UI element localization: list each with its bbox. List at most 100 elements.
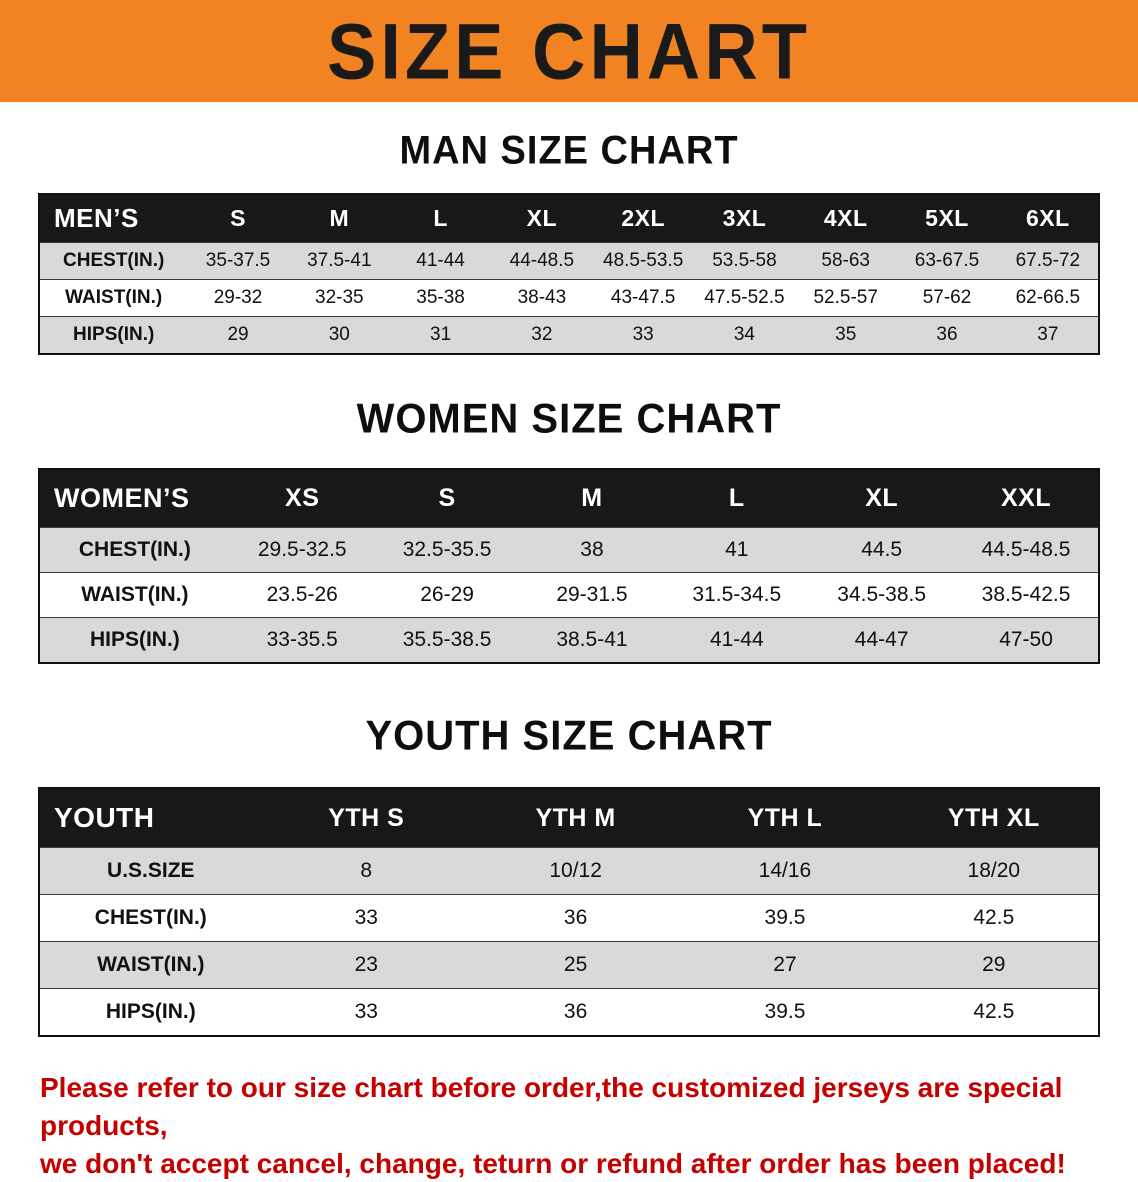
row-label: HIPS(IN.) <box>73 324 155 345</box>
size-column-header: 2XL <box>592 194 694 243</box>
size-value-cell: 32.5-35.5 <box>402 538 492 561</box>
size-value-cell: 44-48.5 <box>509 250 575 271</box>
size-value-cell: 10/12 <box>549 859 602 882</box>
women-size-table-container: WOMEN’S XS S M L XL XXL CHEST(IN.) 29.5-32.5 32.5… <box>38 468 1100 664</box>
disclaimer-line-2: we don't accept cancel, change, teturn o… <box>40 1147 1066 1179</box>
youth-size-table-container: YOUTH YTH S YTH M YTH L YTH XL U.S.SIZE 8 10/12… <box>38 787 1100 1037</box>
size-column-header: L <box>664 469 810 528</box>
size-value-cell: 35-37.5 <box>205 250 271 271</box>
size-value-cell: 35.5-38.5 <box>402 628 492 651</box>
table-group-label: YOUTH <box>39 788 262 848</box>
man-size-table-container: MEN’S S M L XL 2XL 3XL 4XL 5XL 6XL CHEST(IN.) 35-37… <box>38 193 1100 355</box>
size-value-cell: 34 <box>733 324 755 345</box>
size-value-cell: 33 <box>354 906 378 929</box>
size-value-cell: 52.5-57 <box>813 287 878 308</box>
size-column-header: L <box>389 194 492 243</box>
size-value-cell: 29-32 <box>213 287 263 308</box>
table-row: CHEST(IN.) 33 36 39.5 42.5 <box>39 894 1099 942</box>
size-value-cell: 44-47 <box>854 628 909 651</box>
size-value-cell: 27 <box>773 953 797 976</box>
size-value-cell: 35-38 <box>416 287 465 308</box>
table-row: WAIST(IN.) 29-32 32-35 35-38 38-43 43-47.5 47.… <box>39 279 1099 317</box>
size-value-cell: 63-67.5 <box>914 250 980 271</box>
size-value-cell: 29.5-32.5 <box>257 538 347 561</box>
man-size-chart-table: MEN’S S M L XL 2XL 3XL 4XL 5XL 6XL CHEST(IN.) 35-37… <box>38 193 1100 355</box>
size-column-header: S <box>187 194 289 243</box>
size-value-cell: 33-35.5 <box>266 628 338 651</box>
size-column-header: 6XL <box>997 194 1099 243</box>
size-value-cell: 62-66.5 <box>1015 287 1081 308</box>
size-value-cell: 33 <box>354 1000 378 1023</box>
size-value-cell: 38.5-42.5 <box>981 583 1071 606</box>
size-value-cell: 32-35 <box>315 287 364 308</box>
size-value-cell: 29-31.5 <box>556 583 628 606</box>
row-label: WAIST(IN.) <box>81 583 189 606</box>
size-value-cell: 37 <box>1037 324 1059 345</box>
size-value-cell: 41-44 <box>416 250 465 271</box>
size-column-header: 3XL <box>693 194 796 243</box>
size-value-cell: 29 <box>982 953 1006 976</box>
youth-size-chart-section: YOUTH SIZE CHART YOUTH YTH S YTH M YTH L YTH… <box>0 712 1138 1037</box>
women-size-chart-title: WOMEN SIZE CHART <box>356 395 782 443</box>
row-label: WAIST(IN.) <box>65 287 163 308</box>
header-row: MEN’S S M L XL 2XL 3XL 4XL 5XL 6XL <box>39 194 1099 243</box>
size-value-cell: 31 <box>430 324 452 345</box>
youth-size-chart-table: YOUTH YTH S YTH M YTH L YTH XL U.S.SIZE 8 10/12… <box>38 787 1100 1037</box>
size-value-cell: 67.5-72 <box>1015 250 1081 271</box>
size-column-header: XS <box>229 469 375 528</box>
size-value-cell: 58-63 <box>821 250 871 271</box>
size-value-cell: 53.5-58 <box>712 250 777 271</box>
size-value-cell: 23 <box>354 953 378 976</box>
banner: SIZE CHART <box>0 0 1138 102</box>
disclaimer-line-1: Please refer to our size chart before or… <box>40 1072 1063 1141</box>
size-value-cell: 29 <box>227 324 249 345</box>
size-value-cell: 44.5 <box>861 538 903 561</box>
row-label: U.S.SIZE <box>107 859 195 882</box>
size-value-cell: 36 <box>563 906 588 929</box>
disclaimer: Please refer to our size chart before or… <box>40 1069 1118 1182</box>
youth-size-chart-title: YOUTH SIZE CHART <box>365 712 773 760</box>
size-column-header: YTH XL <box>889 788 1099 848</box>
size-value-cell: 41 <box>725 538 749 561</box>
table-group-label: WOMEN’S <box>39 469 230 528</box>
size-value-cell: 43-47.5 <box>610 287 676 308</box>
size-value-cell: 39.5 <box>764 906 806 929</box>
size-column-header: XXL <box>954 469 1099 528</box>
table-row: HIPS(IN.) 33 36 39.5 42.5 <box>39 988 1099 1037</box>
table-row: CHEST(IN.) 35-37.5 37.5-41 41-44 44-48.5 48.5… <box>39 242 1099 280</box>
size-column-header: 4XL <box>795 194 897 243</box>
size-value-cell: 14/16 <box>758 859 812 882</box>
size-value-cell: 37.5-41 <box>307 250 372 271</box>
size-value-cell: 32 <box>531 324 553 345</box>
size-column-header: YTH S <box>261 788 471 848</box>
table-group-label: MEN’S <box>39 194 188 243</box>
size-value-cell: 38.5-41 <box>556 628 628 651</box>
table-row: WAIST(IN.) 23 25 27 29 <box>39 941 1099 989</box>
women-size-chart-table: WOMEN’S XS S M L XL XXL CHEST(IN.) 29.5-32.5 32.5… <box>38 468 1100 664</box>
size-value-cell: 26-29 <box>420 583 474 606</box>
row-label: HIPS(IN.) <box>89 628 180 651</box>
header-row: YOUTH YTH S YTH M YTH L YTH XL <box>39 788 1099 848</box>
size-value-cell: 33 <box>632 324 654 345</box>
size-value-cell: 42.5 <box>973 1000 1015 1023</box>
man-size-chart-section: MAN SIZE CHART MEN’S S M L XL 2XL 3XL 4XL 5XL 6XL… <box>0 128 1138 355</box>
size-value-cell: 47.5-52.5 <box>704 287 785 308</box>
size-column-header: M <box>288 194 390 243</box>
size-column-header: YTH M <box>470 788 681 848</box>
size-value-cell: 38 <box>580 538 604 561</box>
size-value-cell: 42.5 <box>973 906 1015 929</box>
size-value-cell: 36 <box>936 324 958 345</box>
table-row: HIPS(IN.) 33-35.5 35.5-38.5 38.5-41 41-44 44-… <box>39 617 1099 663</box>
size-value-cell: 47-50 <box>999 628 1053 651</box>
man-size-chart-title: MAN SIZE CHART <box>399 128 739 174</box>
women-size-chart-section: WOMEN SIZE CHART WOMEN’S XS S M L XL XXL CHEST(… <box>0 395 1138 664</box>
size-column-header: XL <box>809 469 955 528</box>
size-value-cell: 31.5-34.5 <box>692 583 782 606</box>
size-value-cell: 41-44 <box>709 628 764 651</box>
size-value-cell: 38-43 <box>517 287 567 308</box>
size-value-cell: 18/20 <box>967 859 1021 882</box>
size-column-header: S <box>374 469 520 528</box>
size-value-cell: 25 <box>563 953 588 976</box>
size-column-header: M <box>519 469 665 528</box>
